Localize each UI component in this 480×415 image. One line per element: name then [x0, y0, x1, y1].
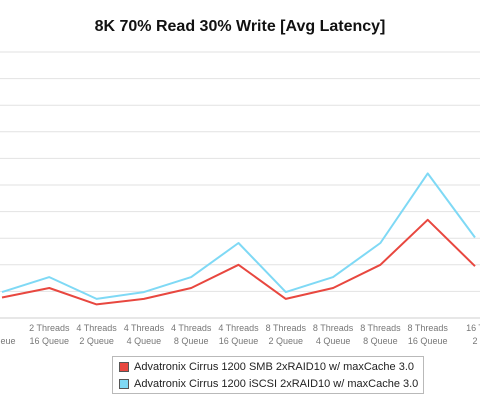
x-tick-label-line2: 8 Queue: [363, 336, 398, 346]
legend-swatch-smb: [119, 362, 129, 372]
x-tick-label-line2: 16 Queue: [408, 336, 448, 346]
x-tick-label-line2: 16 Queue: [219, 336, 259, 346]
x-tick-label-line2: 2: [472, 336, 477, 346]
legend-item-iscsi: Advatronix Cirrus 1200 iSCSI 2xRAID10 w/…: [119, 376, 418, 392]
x-tick-label-line1: 16 T: [466, 323, 480, 333]
x-tick-label-line1: 8 Threads: [266, 323, 307, 333]
legend-swatch-iscsi: [119, 379, 129, 389]
x-tick-label-line2: 2 Queue: [79, 336, 114, 346]
legend-item-smb: Advatronix Cirrus 1200 SMB 2xRAID10 w/ m…: [119, 359, 414, 375]
x-tick-label-line1: 4 Threads: [171, 323, 212, 333]
x-tick-label-line1: 4 Threads: [124, 323, 165, 333]
chart-title: 8K 70% Read 30% Write [Avg Latency]: [94, 18, 386, 35]
x-tick-label-line2: 2 Queue: [269, 336, 304, 346]
legend: Advatronix Cirrus 1200 SMB 2xRAID10 w/ m…: [112, 356, 424, 394]
x-tick-label-line2: 16 Queue: [30, 336, 70, 346]
x-tick-label-line1: 8 Threads: [313, 323, 354, 333]
x-tick-label-line1: 8 Threads: [408, 323, 449, 333]
x-tick-label-line1: 8 Threads: [360, 323, 401, 333]
x-tick-label-line2: 4 Queue: [316, 336, 351, 346]
series-line-iscsi: [1, 172, 476, 300]
x-tick-label-line1: 2 Threads: [29, 323, 70, 333]
x-tick-label-line2: 8 Queue: [174, 336, 209, 346]
x-tick-label-line2: Queue: [0, 336, 16, 346]
legend-label-iscsi: Advatronix Cirrus 1200 iSCSI 2xRAID10 w/…: [134, 378, 419, 390]
legend-label-smb: Advatronix Cirrus 1200 SMB 2xRAID10 w/ m…: [134, 361, 415, 373]
x-tick-label-line1: 4 Threads: [218, 323, 259, 333]
x-tick-label-line2: 4 Queue: [127, 336, 162, 346]
x-tick-label-line1: 4 Threads: [76, 323, 117, 333]
